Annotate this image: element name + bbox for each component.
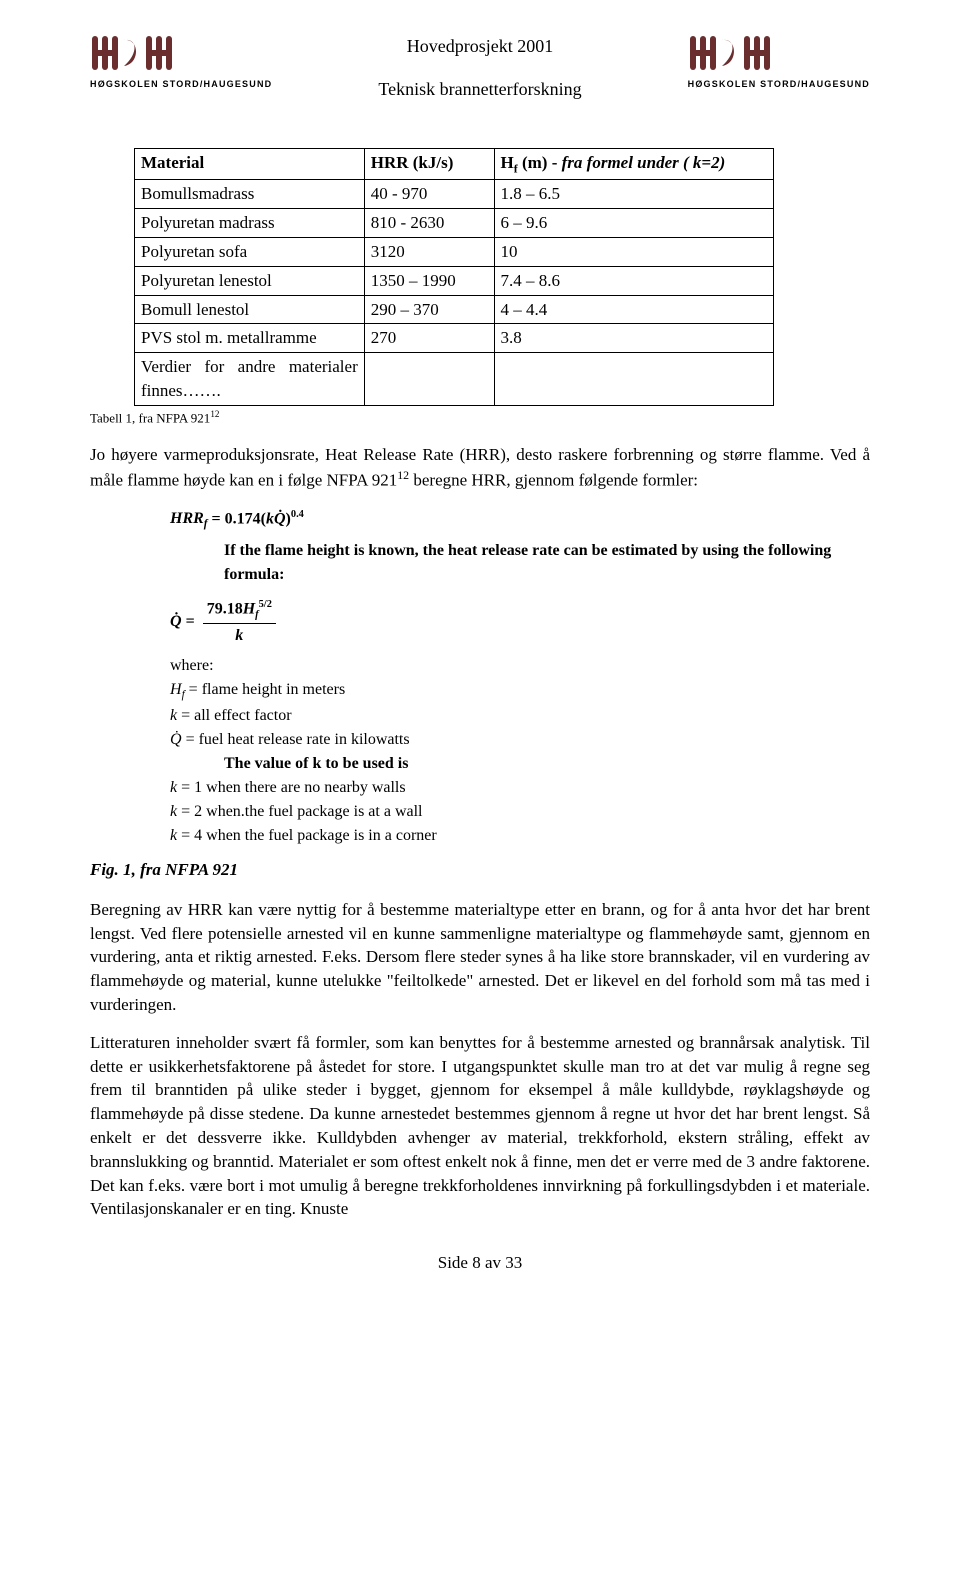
formula-text-2: The value of k to be used is bbox=[224, 752, 870, 776]
logo-right: HØGSKOLEN STORD/HAUGESUND bbox=[688, 30, 870, 91]
cell-hf: 4 – 4.4 bbox=[494, 295, 773, 324]
def-q: Q̇ = fuel heat release rate in kilowatts bbox=[170, 728, 870, 752]
formula-text-1: If the flame height is known, the heat r… bbox=[224, 539, 870, 587]
table-row: PVS stol m. metallramme 270 3.8 bbox=[135, 324, 774, 353]
hsh-logo-icon bbox=[90, 30, 220, 80]
material-table-wrap: Material HRR (kJ/s) Hf (m) - fra formel … bbox=[134, 148, 870, 405]
material-table: Material HRR (kJ/s) Hf (m) - fra formel … bbox=[134, 148, 774, 405]
def-hf: Hf = flame height in meters bbox=[170, 678, 870, 704]
cell-hf: 7.4 – 8.6 bbox=[494, 266, 773, 295]
th-hf: Hf (m) - fra formel under ( k=2) bbox=[494, 149, 773, 180]
cell-mat: PVS stol m. metallramme bbox=[135, 324, 365, 353]
paragraph-3: Litteraturen inneholder svært få formler… bbox=[90, 1031, 870, 1221]
cell-hrr bbox=[364, 353, 494, 406]
para1-sup: 12 bbox=[397, 468, 409, 482]
formula-block: HRRf = 0.174(kQ̇)0.4 If the flame height… bbox=[170, 507, 870, 848]
table-caption-text: Tabell 1, fra NFPA 921 bbox=[90, 410, 210, 425]
cell-hrr: 270 bbox=[364, 324, 494, 353]
cell-hrr: 3120 bbox=[364, 238, 494, 267]
cell-hrr: 1350 – 1990 bbox=[364, 266, 494, 295]
logo-caption-left: HØGSKOLEN STORD/HAUGESUND bbox=[90, 78, 272, 91]
eq-hrrf: HRRf = 0.174(kQ̇)0.4 bbox=[170, 507, 870, 533]
page-footer: Side 8 av 33 bbox=[90, 1251, 870, 1275]
header-title-1: Hovedprosjekt 2001 bbox=[378, 34, 581, 59]
figure-caption: Fig. 1, fra NFPA 921 bbox=[90, 858, 870, 882]
cell-mat: Verdier for andre materialer finnes……. bbox=[135, 353, 365, 406]
cell-mat: Polyuretan sofa bbox=[135, 238, 365, 267]
table-row: Polyuretan lenestol 1350 – 1990 7.4 – 8.… bbox=[135, 266, 774, 295]
eq-qdot: Q̇ = 79.18Hf5/2 k bbox=[170, 597, 870, 648]
page-header: HØGSKOLEN STORD/HAUGESUND Hovedprosjekt … bbox=[90, 30, 870, 120]
def-k: k = all effect factor bbox=[170, 704, 870, 728]
def-k1: k = 1 when there are no nearby walls bbox=[170, 776, 870, 800]
th-material: Material bbox=[135, 149, 365, 180]
table-row: Polyuretan madrass 810 - 2630 6 – 9.6 bbox=[135, 209, 774, 238]
cell-hrr: 810 - 2630 bbox=[364, 209, 494, 238]
cell-hf bbox=[494, 353, 773, 406]
hsh-logo-icon bbox=[688, 30, 818, 80]
def-k4: k = 4 when the fuel package is in a corn… bbox=[170, 824, 870, 848]
logo-left: HØGSKOLEN STORD/HAUGESUND bbox=[90, 30, 272, 91]
table-caption: Tabell 1, fra NFPA 92112 bbox=[90, 408, 870, 428]
where-label: where: bbox=[170, 654, 870, 678]
cell-mat: Bomull lenestol bbox=[135, 295, 365, 324]
th-hrr: HRR (kJ/s) bbox=[364, 149, 494, 180]
table-row: Bomullsmadrass 40 - 970 1.8 – 6.5 bbox=[135, 180, 774, 209]
header-title-2: Teknisk brannetterforskning bbox=[378, 77, 581, 102]
table-header-row: Material HRR (kJ/s) Hf (m) - fra formel … bbox=[135, 149, 774, 180]
para1-post: beregne HRR, gjennom følgende formler: bbox=[409, 471, 698, 490]
cell-hf: 6 – 9.6 bbox=[494, 209, 773, 238]
paragraph-1: Jo høyere varmeproduksjonsrate, Heat Rel… bbox=[90, 443, 870, 492]
table-row: Bomull lenestol 290 – 370 4 – 4.4 bbox=[135, 295, 774, 324]
cell-mat: Bomullsmadrass bbox=[135, 180, 365, 209]
cell-mat: Polyuretan lenestol bbox=[135, 266, 365, 295]
cell-hrr: 290 – 370 bbox=[364, 295, 494, 324]
header-titles: Hovedprosjekt 2001 Teknisk brannetterfor… bbox=[378, 30, 581, 120]
table-row: Polyuretan sofa 3120 10 bbox=[135, 238, 774, 267]
table-caption-sup: 12 bbox=[210, 409, 219, 419]
cell-hf: 10 bbox=[494, 238, 773, 267]
cell-hf: 1.8 – 6.5 bbox=[494, 180, 773, 209]
def-k2: k = 2 when.the fuel package is at a wall bbox=[170, 800, 870, 824]
cell-hrr: 40 - 970 bbox=[364, 180, 494, 209]
paragraph-2: Beregning av HRR kan være nyttig for å b… bbox=[90, 898, 870, 1017]
cell-hf: 3.8 bbox=[494, 324, 773, 353]
table-row: Verdier for andre materialer finnes……. bbox=[135, 353, 774, 406]
logo-caption-right: HØGSKOLEN STORD/HAUGESUND bbox=[688, 78, 870, 91]
cell-mat: Polyuretan madrass bbox=[135, 209, 365, 238]
